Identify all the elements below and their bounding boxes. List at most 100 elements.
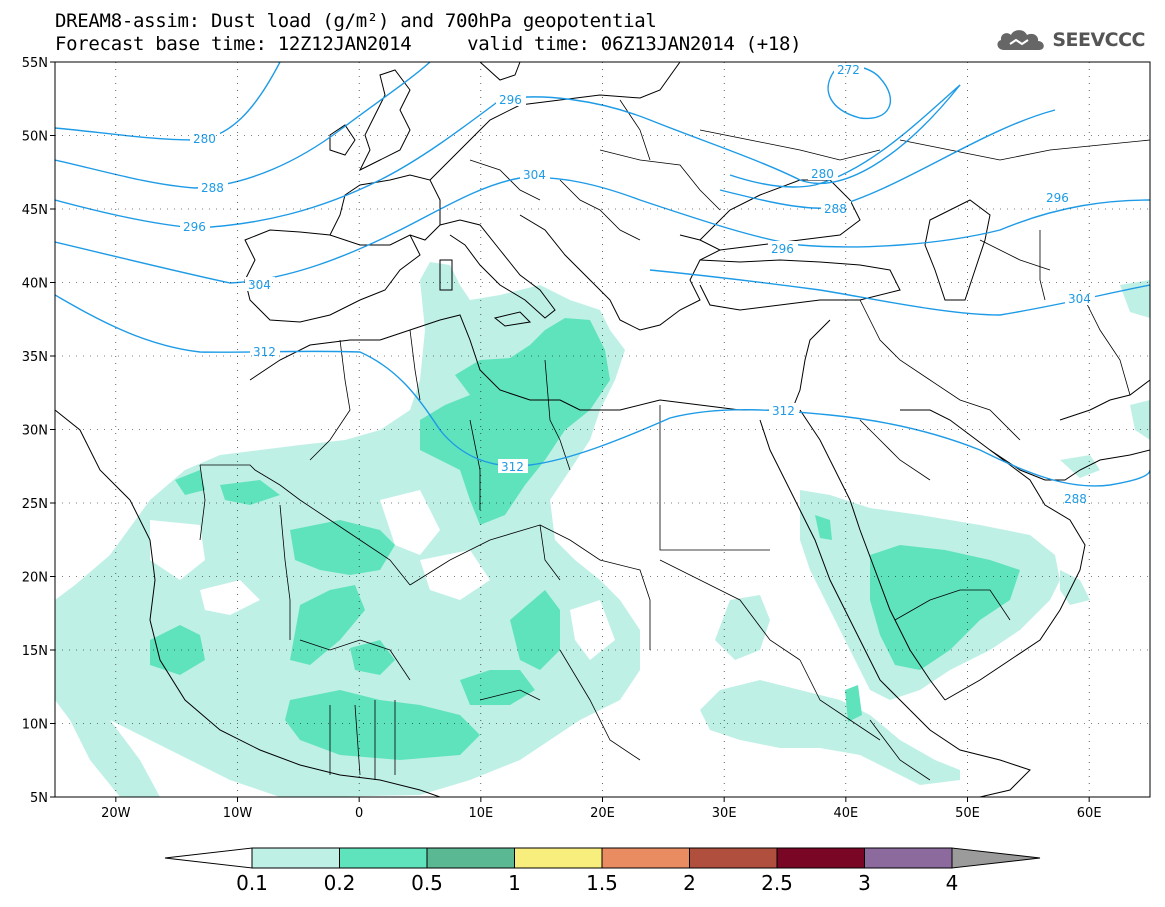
map-subtitle: Forecast base time: 12Z12JAN2014 valid t… [55,33,802,55]
border [869,719,931,781]
contour-280-east [729,84,961,188]
dust-area-light [700,680,960,785]
colorbar-segment [689,847,778,869]
contour-label-296: 296 [180,219,210,234]
colorbar-segment [864,847,953,869]
border [659,405,770,551]
border [409,329,421,401]
lat-label: 45N [22,203,48,218]
coastline-france [329,174,441,241]
coastline-ireland [329,124,356,156]
colorbar-arrow-high [951,847,1041,869]
border [859,419,931,481]
colorbar-segment [251,847,340,869]
border [559,179,641,241]
coastline-sicily [493,311,532,327]
border [929,379,1021,441]
coastline-anatolia [699,259,901,311]
contour-label-304: 304 [245,277,275,292]
border [469,419,481,510]
dust-area-light [1060,570,1090,605]
border [559,649,641,761]
contour-label-312: 288 [1061,491,1091,506]
contour-label: 312 [253,345,276,359]
border [599,149,721,211]
lat-label: 10N [22,718,48,733]
colorbar-tick-label: 2 [683,871,696,895]
contour-label: 296 [499,93,522,107]
cloud-icon [997,30,1045,50]
contour-304-west [55,176,1150,284]
dust-area-medium [870,545,1020,670]
coastline-scandinavia [479,62,521,81]
coastline-iran [1059,379,1150,421]
dust-area-medium [285,690,480,760]
contour-label: 272 [837,63,860,77]
lat-label: 25N [22,497,48,512]
dust-gap [200,580,260,615]
contour-label-288: 288 [821,201,851,216]
border [659,559,801,661]
contour-label: 296 [183,220,206,234]
contour-label-296: 296 [1043,190,1073,205]
dust-area-medium [460,670,535,705]
border [899,139,1150,161]
coastline-arabia [900,409,1086,701]
coastline-iberia [244,229,421,323]
contour-label-304: 304 [520,167,550,182]
dust-area-medium [290,520,395,575]
lon-label: 20W [101,806,131,821]
contour-label-272: 272 [834,62,864,77]
lat-label: 35N [22,350,48,365]
contour-label-296: 296 [496,92,526,107]
colorbar-segment [426,847,515,869]
coastline-balkans [519,214,722,331]
lon-label: 40E [833,806,858,821]
border [199,464,206,541]
contour-label: 304 [523,168,546,182]
colorbar-tick-label: 1 [508,871,521,895]
longitude-labels: 20W 10W 0 10E 20E 30E 40E 50E 60E [101,797,1102,821]
contour-label-296: 296 [768,241,798,256]
coastline-north-africa [55,409,441,797]
coastline-italy [439,219,556,319]
contour-label: 280 [193,132,216,146]
dust-area-medium [150,625,205,675]
contour-label-288: 288 [198,180,228,195]
lon-label: 0 [355,806,363,821]
colorbar-tick-label: 4 [946,871,959,895]
colorbar-segment [776,847,865,869]
coastline-north-europe [429,62,681,181]
coastline-red-sea [759,419,911,711]
contour-label-280: 280 [808,166,838,181]
colorbar-tick-label: 0.5 [411,871,443,895]
border [354,704,361,776]
borders [199,99,1150,781]
colorbar-tick-label: 0.1 [236,871,268,895]
dust-area-light [715,595,770,660]
contour-label: 296 [1046,191,1069,205]
dust-area-light [1060,455,1100,478]
coastline-sardinia [439,259,453,291]
coastline-caspian [924,199,991,301]
seevccc-logo: SEEVCCC [994,26,1145,54]
lon-label: 50E [955,806,980,821]
lon-label: 20E [590,806,615,821]
contour-label: 288 [1064,492,1087,506]
contour-labels: 272 280 288 296 304 312 280 288 296 296 … [180,62,1095,506]
dust-area-medium [510,590,560,670]
coastline-red-sea-east [799,409,946,701]
border [544,359,571,471]
logo-text: SEEVCCC [1052,29,1145,51]
border [619,99,651,161]
border [279,504,291,640]
contour-label-312: 312 [769,403,799,418]
coastline-maghreb [249,314,791,416]
border [699,129,881,161]
dust-area-medium [290,585,365,665]
colorbar-tick-label: 3 [858,871,871,895]
border [479,689,541,701]
map-title: DREAM8-assim: Dust load (g/m²) and 700hP… [55,10,657,32]
colorbar-segment [339,847,428,869]
